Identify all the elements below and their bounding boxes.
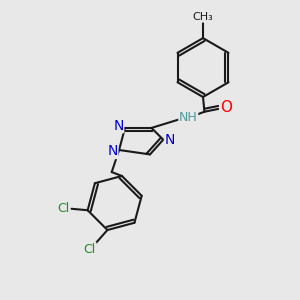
Text: N: N xyxy=(164,133,175,147)
Text: O: O xyxy=(220,100,232,115)
Text: CH₃: CH₃ xyxy=(193,12,213,22)
Text: Cl: Cl xyxy=(84,243,96,256)
Text: Cl: Cl xyxy=(57,202,70,215)
Text: NH: NH xyxy=(179,111,198,124)
Text: N: N xyxy=(113,118,124,133)
Text: N: N xyxy=(107,145,118,158)
